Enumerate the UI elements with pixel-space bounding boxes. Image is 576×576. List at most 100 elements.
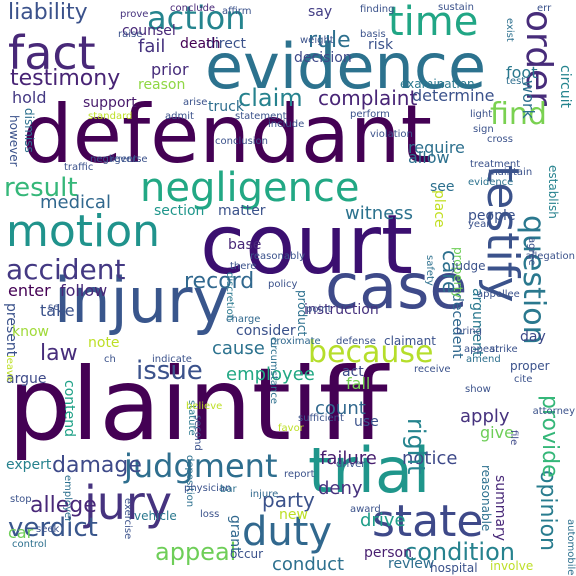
- cloud-word: risk: [368, 37, 394, 53]
- cloud-word: hospital: [430, 561, 478, 575]
- cloud-word: case: [325, 250, 468, 323]
- cloud-word: decision: [294, 50, 352, 66]
- cloud-word: report: [284, 469, 315, 480]
- cloud-word: point: [306, 304, 332, 315]
- cloud-word: drive: [360, 510, 406, 531]
- cloud-word: deposition: [184, 455, 195, 508]
- cloud-word: admit: [165, 111, 194, 122]
- cloud-word: review: [388, 556, 435, 572]
- cloud-word: hold: [12, 88, 47, 107]
- cloud-word: sustain: [438, 2, 474, 13]
- cloud-word: exercise: [122, 498, 133, 540]
- cloud-word: automobile: [565, 518, 576, 575]
- cloud-word: examination: [400, 77, 475, 91]
- cloud-word: stop: [10, 494, 32, 505]
- cloud-word: judgment: [124, 447, 278, 485]
- cloud-word: injury: [54, 264, 230, 337]
- cloud-word: take: [40, 301, 75, 320]
- cloud-word: exist: [504, 18, 515, 42]
- cloud-word: act: [342, 364, 364, 380]
- cloud-word: record: [184, 269, 255, 294]
- cloud-word: however: [7, 115, 21, 167]
- cloud-word: control: [12, 539, 47, 550]
- cloud-word: section: [154, 203, 205, 219]
- cloud-word: award: [350, 504, 381, 515]
- cloud-word: foot: [506, 63, 538, 82]
- cloud-word: verdict: [8, 513, 98, 543]
- cloud-word: circumstance: [268, 337, 279, 404]
- cloud-word: physician: [184, 483, 232, 494]
- cloud-word: attorney: [532, 406, 575, 417]
- cloud-word: issue: [136, 356, 203, 386]
- cloud-word: complaint: [318, 86, 418, 110]
- cloud-word: bring: [456, 326, 482, 337]
- cloud-word: car: [8, 523, 34, 542]
- cloud-word: day: [520, 329, 546, 345]
- cloud-word: test: [506, 76, 526, 87]
- cloud-word: party: [262, 488, 315, 512]
- cloud-word: follow: [60, 281, 108, 300]
- cloud-word: ch: [104, 354, 116, 365]
- cloud-word: truck: [208, 99, 244, 115]
- cloud-word: action: [147, 0, 246, 37]
- cloud-word: consider: [236, 323, 296, 339]
- cloud-word: negligence: [140, 165, 360, 211]
- cloud-word: trial: [308, 434, 431, 507]
- cloud-word: employee: [226, 364, 315, 385]
- cloud-word: evidence: [205, 30, 487, 103]
- cloud-word: instruction: [304, 302, 379, 318]
- cloud-word: involve: [490, 559, 534, 573]
- cloud-word: second: [192, 415, 203, 451]
- cloud-word: opinion: [535, 470, 560, 551]
- cloud-word: arise: [183, 97, 208, 108]
- cloud-word: perform: [350, 109, 390, 120]
- cloud-word: witness: [345, 203, 414, 224]
- cloud-word: note: [88, 335, 120, 351]
- cloud-word: contend: [61, 380, 77, 437]
- cloud-word: claim: [238, 84, 303, 112]
- cloud-word: use: [354, 414, 379, 430]
- cloud-word: weight: [300, 35, 334, 46]
- cloud-word: vehicle: [134, 509, 177, 523]
- cloud-word: accident: [6, 253, 126, 286]
- cloud-word: see: [430, 179, 455, 195]
- cloud-word: fall: [346, 374, 371, 393]
- cloud-word: appear: [464, 344, 500, 355]
- cloud-word: deny: [318, 478, 363, 499]
- cloud-word: strike: [490, 344, 518, 355]
- cloud-word: court: [200, 198, 414, 293]
- cloud-word: favor: [278, 423, 304, 434]
- cloud-word: basis: [360, 29, 386, 40]
- cloud-word: reasonable: [479, 465, 493, 532]
- cloud-word: seek: [36, 524, 60, 535]
- cloud-word: count: [315, 398, 366, 419]
- cloud-word: evidence: [468, 177, 514, 188]
- cloud-word: enter: [8, 281, 51, 300]
- cloud-word: reason: [138, 77, 186, 93]
- cloud-word: file: [508, 430, 519, 446]
- cloud-word: occur: [230, 547, 264, 561]
- cloud-word: dismiss: [22, 108, 36, 153]
- cloud-word: conclude: [170, 3, 216, 14]
- cloud-word: light: [470, 109, 493, 120]
- cloud-word: require: [408, 138, 465, 157]
- cloud-word: determine: [412, 86, 495, 105]
- cloud-word: prove: [120, 9, 149, 20]
- cloud-word: year: [468, 219, 491, 230]
- cloud-word: prior: [151, 60, 189, 79]
- cloud-word: loss: [200, 509, 220, 520]
- cloud-word: safety: [424, 255, 435, 286]
- cloud-word: traffic: [64, 162, 94, 173]
- cloud-word: allegation: [525, 251, 575, 262]
- cloud-word: condition: [404, 538, 515, 566]
- cloud-word: there: [230, 261, 257, 272]
- cloud-word: apply: [460, 406, 510, 427]
- cloud-word: medical: [40, 192, 111, 213]
- cloud-word: cross: [487, 134, 513, 145]
- cloud-word: cite: [514, 374, 533, 385]
- cloud-word: show: [465, 384, 491, 395]
- cloud-word: state: [372, 496, 484, 547]
- cloud-word: direct: [206, 36, 247, 52]
- cloud-word: amend: [466, 354, 501, 365]
